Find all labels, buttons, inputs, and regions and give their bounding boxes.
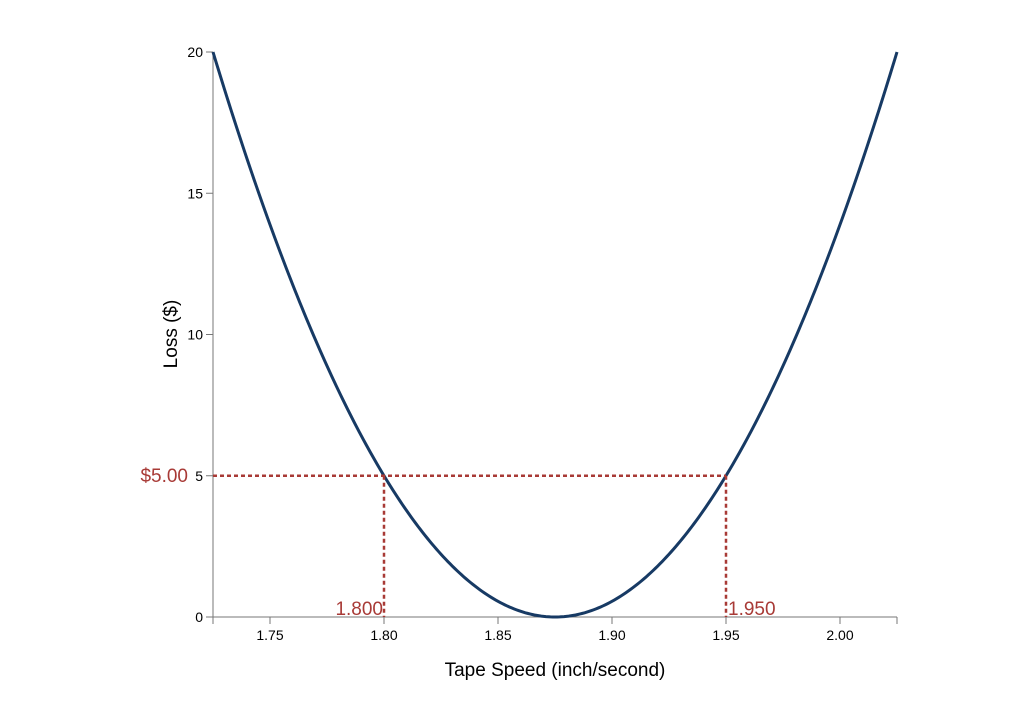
x-axis-label: Tape Speed (inch/second) (445, 660, 666, 681)
x-tick-label: 1.90 (598, 627, 625, 643)
loss-level-label: $5.00 (140, 466, 188, 487)
left-speed-label: 1.800 (335, 599, 383, 620)
right-speed-label: 1.950 (728, 599, 776, 620)
x-tick-label: 1.95 (712, 627, 739, 643)
x-tick-label: 1.75 (256, 627, 283, 643)
y-tick-label: 0 (195, 609, 203, 625)
x-tick-label: 1.80 (370, 627, 397, 643)
y-tick-label: 10 (187, 327, 203, 343)
y-tick-label: 5 (195, 468, 203, 484)
y-tick-label: 15 (187, 185, 203, 201)
y-axis-label: Loss ($) (161, 300, 182, 369)
y-tick-label: 20 (187, 44, 203, 60)
x-tick-label: 2.00 (826, 627, 853, 643)
loss-curve (211, 51, 899, 619)
annotations: $5.00 1.800 1.950 (140, 466, 775, 620)
x-tick-label: 1.85 (484, 627, 511, 643)
axes: 1.75 1.80 1.85 1.90 1.95 2.00 0 5 10 15 20 (187, 44, 898, 643)
